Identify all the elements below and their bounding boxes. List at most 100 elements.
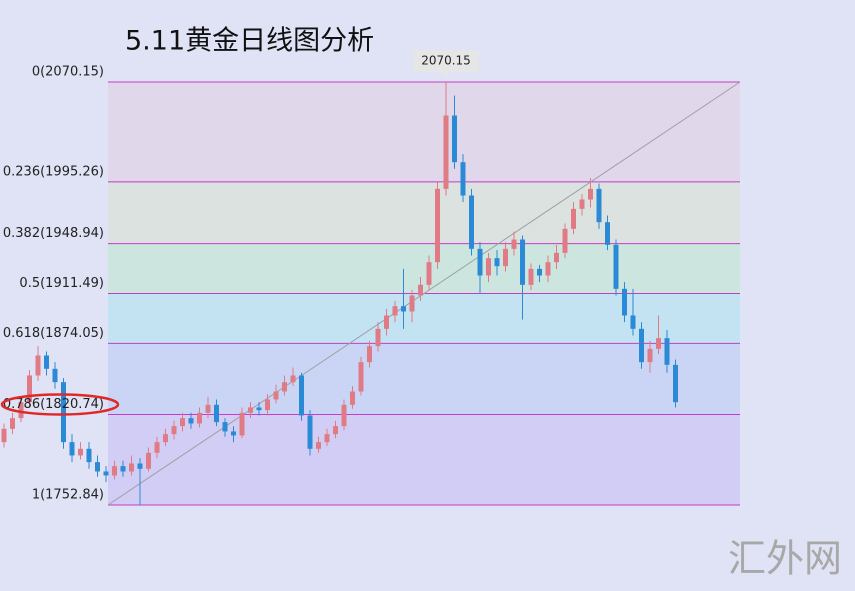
candle-body xyxy=(503,248,508,267)
candle-body xyxy=(469,195,474,249)
candle-body xyxy=(562,228,568,253)
candle-body xyxy=(622,288,627,316)
highlight-circle xyxy=(0,393,120,416)
candle-body xyxy=(44,355,49,369)
candle-body xyxy=(460,162,466,196)
candle-body xyxy=(664,338,670,365)
candle-body xyxy=(1,428,7,443)
candle-body xyxy=(222,422,228,432)
candle-body xyxy=(35,355,41,376)
candle-body xyxy=(307,415,313,449)
fib-band xyxy=(108,82,740,182)
candle-body xyxy=(409,295,415,312)
candle-body xyxy=(137,463,143,469)
fib-band xyxy=(108,343,740,415)
candle-body xyxy=(299,375,304,416)
candle-body xyxy=(163,434,168,443)
candle-body xyxy=(171,426,177,435)
candle-body xyxy=(341,404,347,427)
candle-body xyxy=(537,268,542,276)
candle-body xyxy=(418,284,423,296)
candle-body xyxy=(214,404,219,423)
candles xyxy=(1,82,678,505)
candle-body xyxy=(180,418,185,427)
candle-body xyxy=(401,306,406,312)
candle-body xyxy=(486,258,491,276)
candle-body xyxy=(511,239,517,249)
candle-body xyxy=(316,442,321,449)
peak-label-pointer xyxy=(442,72,450,78)
candle-body xyxy=(375,328,381,347)
candle-body xyxy=(384,315,389,329)
candle-body xyxy=(290,375,296,383)
candle-body xyxy=(630,315,636,329)
candle-body xyxy=(350,391,355,405)
candle-body xyxy=(239,412,245,436)
candle-body xyxy=(358,362,364,392)
candle-body xyxy=(579,199,585,209)
candle-body xyxy=(639,328,644,363)
candle-body xyxy=(324,434,330,443)
candle-body xyxy=(554,252,559,263)
fib-level-label: 0.5(1911.49) xyxy=(19,276,104,291)
candle-body xyxy=(61,382,66,443)
candle-body xyxy=(392,306,398,316)
candle-body xyxy=(520,239,525,285)
candle-body xyxy=(367,346,372,363)
candle-body xyxy=(52,368,58,383)
candle-body xyxy=(605,222,610,245)
candle-body xyxy=(571,208,576,229)
candle-body xyxy=(477,248,483,276)
candle-body xyxy=(154,442,160,453)
peak-label-box xyxy=(413,50,479,72)
candle-body xyxy=(613,244,619,289)
fib-band xyxy=(108,243,740,294)
candle-body xyxy=(205,404,211,413)
candle-body xyxy=(129,463,134,472)
candle-body xyxy=(146,452,151,469)
candle-body xyxy=(528,268,534,285)
candle-body xyxy=(95,462,100,472)
candle-body xyxy=(494,258,500,267)
candle-body xyxy=(86,448,92,463)
candle-body xyxy=(673,364,678,403)
candle-body xyxy=(282,382,287,392)
peak-label: 2070.15 xyxy=(421,54,471,68)
candle-body xyxy=(231,431,236,436)
candle-body xyxy=(545,262,551,276)
candle-body xyxy=(265,399,270,411)
candle-body xyxy=(273,391,279,400)
candle-body xyxy=(120,466,126,472)
candle-body xyxy=(103,471,109,476)
candle-body xyxy=(426,262,432,285)
candle-body xyxy=(256,407,262,411)
candle-body xyxy=(18,402,24,419)
candle-body xyxy=(588,188,593,200)
fib-level-label: 0.236(1995.26) xyxy=(3,164,104,179)
candle-body xyxy=(112,466,117,476)
candle-body xyxy=(333,426,338,435)
candle-body xyxy=(197,412,202,424)
candle-body xyxy=(69,442,75,456)
fib-level-label: 0(2070.15) xyxy=(32,65,104,80)
watermark: 汇外网 xyxy=(728,537,842,581)
fib-bands xyxy=(107,81,741,506)
fib-level-label: 1(1752.84) xyxy=(32,488,104,503)
fib-band xyxy=(108,414,740,505)
candle-body xyxy=(78,448,83,456)
fib-level-label: 0.786(1820.74) xyxy=(3,397,104,412)
candle-body xyxy=(188,418,194,424)
candle-body xyxy=(596,188,602,223)
candle-body xyxy=(452,115,457,163)
chart-title: 5.11黄金日线图分析 xyxy=(125,26,374,57)
trend-line xyxy=(107,81,741,506)
candle-body xyxy=(248,407,253,413)
fib-band xyxy=(108,293,740,344)
candle-body xyxy=(443,115,449,189)
fib-level-label: 0.618(1874.05) xyxy=(3,326,104,341)
candle-body xyxy=(27,375,32,403)
candle-body xyxy=(656,338,661,349)
fib-level-label: 0.382(1948.94) xyxy=(3,226,104,241)
candle-body xyxy=(647,348,653,363)
